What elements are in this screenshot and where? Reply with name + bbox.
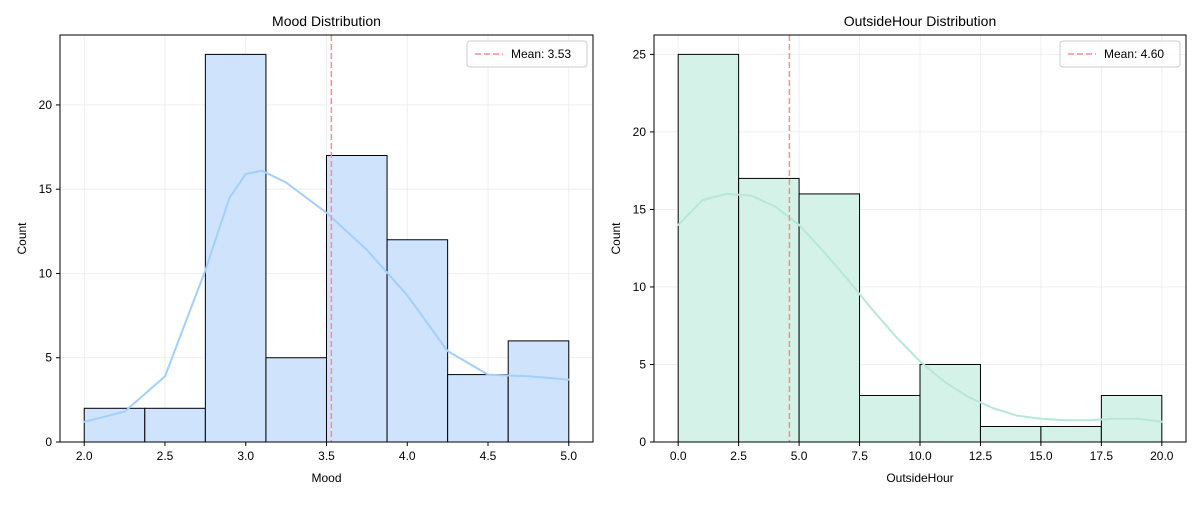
x-tick-label: 3.5 (318, 449, 335, 463)
x-tick-label: 2.5 (730, 449, 747, 463)
x-tick-label: 20.0 (1150, 449, 1174, 463)
histogram-bar (507, 340, 570, 443)
y-tick-label: 15 (39, 182, 53, 196)
histogram-bar (326, 154, 388, 443)
legend-label: Mean: 3.53 (511, 47, 571, 61)
x-tick-label: 3.0 (237, 449, 254, 463)
legend: Mean: 3.53 (466, 40, 588, 68)
y-axis-label: Count (609, 222, 623, 255)
y-axis-label: Count (15, 222, 29, 255)
y-tick-label: 20 (633, 125, 647, 139)
kde-curve (83, 169, 570, 423)
chart-panel-1: 2.0 2.5 3.0 3.5 4.0 4.5 5.0 0 5 10 15 20 Mood Distri… (15, 13, 594, 485)
x-tick-label: 7.5 (851, 449, 868, 463)
y-tick-label: 0 (639, 435, 646, 449)
x-tick-label: 4.5 (480, 449, 497, 463)
histogram-bar (677, 53, 740, 443)
chart-panel-2: 0.0 2.5 5.0 7.5 10.0 12.5 15.0 17.5 20.0 0 5 10 15 20… (609, 13, 1187, 485)
x-tick-label: 10.0 (908, 449, 932, 463)
legend-label: Mean: 4.60 (1104, 47, 1164, 61)
histogram-bar (1040, 425, 1102, 443)
x-tick-label: 0.0 (670, 449, 687, 463)
histogram-bar (447, 374, 509, 443)
legend-box (1059, 40, 1181, 68)
chart-title: Mood Distribution (272, 13, 381, 29)
legend: Mean: 4.60 (1059, 40, 1181, 68)
x-tick-label: 4.0 (399, 449, 416, 463)
histogram-bar (204, 53, 267, 443)
y-tick-label: 0 (45, 435, 52, 449)
x-axis-label: OutsideHour (886, 471, 953, 485)
x-tick-label: 5.0 (791, 449, 808, 463)
histogram-bar (265, 357, 328, 443)
histogram-bar (979, 425, 1042, 443)
x-tick-label: 2.5 (157, 449, 174, 463)
y-tick-label: 10 (633, 280, 647, 294)
kde-curve (677, 192, 1163, 423)
x-tick-label: 15.0 (1029, 449, 1053, 463)
histogram-bar (386, 239, 449, 443)
y-tick-label: 25 (633, 47, 647, 61)
y-tick-label: 5 (639, 357, 646, 371)
x-axis-label: Mood (311, 471, 341, 485)
histogram-bar (144, 407, 206, 443)
y-tick-label: 20 (39, 98, 53, 112)
x-tick-label: 17.5 (1090, 449, 1114, 463)
x-tick-label: 12.5 (969, 449, 993, 463)
histogram-bar (919, 363, 981, 443)
legend-box (466, 40, 588, 68)
y-tick-label: 10 (39, 266, 53, 280)
x-tick-label: 5.0 (560, 449, 577, 463)
chart-title: OutsideHour Distribution (844, 13, 997, 29)
y-tick-label: 5 (45, 351, 52, 365)
histogram-bar (798, 193, 861, 443)
y-tick-label: 15 (633, 202, 647, 216)
histogram-bar (859, 394, 921, 443)
x-tick-label: 2.0 (76, 449, 93, 463)
